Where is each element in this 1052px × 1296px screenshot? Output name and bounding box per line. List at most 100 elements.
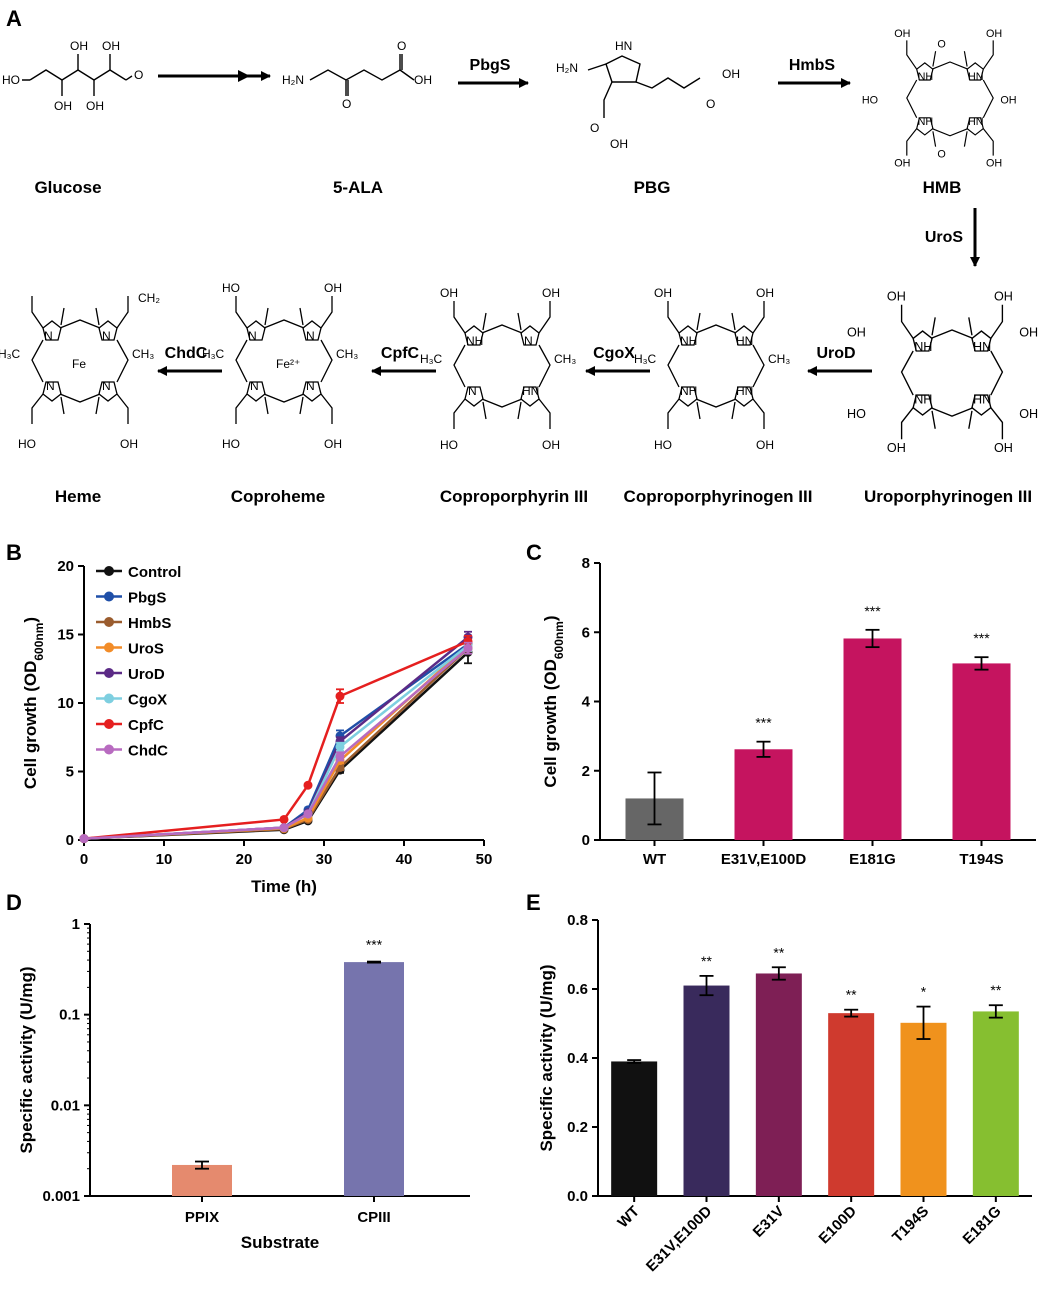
e-x-tick-label: E181G <box>960 1203 1005 1248</box>
cpgn-atom-oh-3: OH <box>756 438 774 452</box>
compound-pbg: PBG <box>634 178 671 197</box>
ala-atom-oh: OH <box>414 73 432 87</box>
c-errorbar <box>756 740 771 758</box>
c-significance: *** <box>973 630 990 646</box>
d-x-axis-title: Substrate <box>241 1233 319 1252</box>
d-bar <box>344 962 404 1196</box>
panel-d-plot: *** <box>172 937 404 1196</box>
c-bar <box>734 749 793 840</box>
c-y-tick-label: 6 <box>582 624 590 641</box>
ala-atom-h2n: H₂N <box>282 73 304 87</box>
b-point <box>279 823 289 833</box>
ala-atom-o-1: O <box>342 97 351 111</box>
pbg-atom-oh-1: OH <box>610 137 628 151</box>
b-legend-label: CpfC <box>128 717 164 734</box>
ch-atom-ch3-1: CH₃ <box>336 347 358 361</box>
uroporphyrinogen-structure: NH HN NH HN OH OH OH OH OH OH HO OH <box>847 290 1038 455</box>
hmb-atom-nh-2: NH <box>918 116 934 128</box>
glucose-atom-oh-1: OH <box>54 99 72 113</box>
b-legend-marker <box>104 719 114 729</box>
cpgn-atom-nh-2: NH <box>680 384 697 398</box>
panel-b-plot <box>79 630 473 844</box>
compound-hmb: HMB <box>923 178 962 197</box>
b-point <box>279 814 289 824</box>
b-x-tick-label: 50 <box>476 851 493 868</box>
heme-atom-fe: Fe <box>72 357 86 371</box>
ch-atom-n-4: N <box>306 379 315 393</box>
b-legend-label: Control <box>128 564 181 581</box>
heme-atom-n-4: N <box>102 379 111 393</box>
heme-atom-ch3-1: CH₃ <box>132 347 154 361</box>
cpgn-atom-ho-1: HO <box>654 438 672 452</box>
c-bar <box>952 663 1011 840</box>
d-errorbar <box>195 1160 209 1170</box>
ch-atom-oh-2: OH <box>324 437 342 451</box>
e-y-tick-label: 0.4 <box>567 1050 589 1067</box>
uro-atom-nh-1: NH <box>914 340 932 354</box>
cpgn-atom-nh-1: NH <box>680 334 697 348</box>
compound-5ala: 5-ALA <box>333 178 383 197</box>
e-errorbar <box>988 1004 1003 1019</box>
b-y-tick-label: 0 <box>66 832 74 849</box>
b-point <box>303 809 313 819</box>
e-errorbar <box>699 974 714 997</box>
enzyme-cpfc: CpfC <box>381 345 420 362</box>
hmb-atom-oh-5: OH <box>1000 94 1016 106</box>
uro-atom-oh-1: OH <box>887 290 906 304</box>
ala-atom-o-2: O <box>397 39 406 53</box>
e-errorbar <box>916 1005 931 1040</box>
panel-d: D 0.001 0.01 0.1 1 Specific activity (U/mg) S… <box>6 890 470 1252</box>
c-bar <box>843 638 902 840</box>
cp-atom-hn-1: HN <box>522 384 539 398</box>
panel-d-letter: D <box>6 890 22 915</box>
e-y-tick-label: 0.6 <box>567 981 588 998</box>
pbg-atom-o-1: O <box>590 121 599 135</box>
cp-atom-ch3-1: CH₃ <box>554 352 576 366</box>
d-significance: *** <box>366 937 383 953</box>
b-point <box>335 751 345 761</box>
ch-atom-ho-1: HO <box>222 281 240 295</box>
glucose-atom-oh-4: OH <box>102 39 120 53</box>
hmb-structure: NH HN NH HN OH OH OH OH HO OH O O <box>862 28 1017 170</box>
enzyme-urod: UroD <box>816 345 855 362</box>
c-x-tick-label: T194S <box>959 851 1003 868</box>
cpgn-atom-h3c-1: H₃C <box>634 352 657 366</box>
heme-atom-n-1: N <box>44 329 53 343</box>
e-x-tick-label: E100D <box>816 1203 861 1248</box>
uro-atom-ho-1: HO <box>847 407 866 421</box>
glucose-atom-o: O <box>134 68 143 82</box>
b-legend-label: HmbS <box>128 615 171 632</box>
panel-b: B 0 10 20 30 40 50 0 5 10 15 20 Time (h) Cell growth… <box>6 540 492 896</box>
compound-coproporphyrinogen: Coproporphyrinogen III <box>624 487 813 506</box>
c-y-tick-label: 4 <box>582 694 591 711</box>
multistep-arrow-double-head <box>238 70 250 82</box>
cp-atom-oh-2: OH <box>542 286 560 300</box>
b-legend-label: ChdC <box>128 743 168 760</box>
panel-c: C 0 2 4 6 8 Cell growth (OD600nm) WT E31V,E100D… <box>526 540 1036 868</box>
c-y-tick-label: 8 <box>582 555 590 572</box>
cp-atom-n-2: N <box>468 384 477 398</box>
e-bar <box>972 1011 1019 1196</box>
compound-glucose: Glucose <box>34 178 101 197</box>
pbg-atom-o-2: O <box>706 97 715 111</box>
cpgn-atom-hn-1: HN <box>736 334 753 348</box>
d-y-tick-label: 0.001 <box>42 1188 80 1205</box>
e-x-tick-label: WT <box>614 1203 643 1232</box>
b-x-axis-title: Time (h) <box>251 877 317 896</box>
b-x-tick-label: 30 <box>316 851 333 868</box>
hmb-atom-nh-1: NH <box>918 71 934 83</box>
pbg-structure: HN H₂N O OH OH O <box>556 39 740 151</box>
uro-atom-hn-2: HN <box>973 393 991 407</box>
panel-d-axes: 0.001 0.01 0.1 1 Specific activity (U/mg) Sub… <box>17 916 470 1252</box>
e-errorbar <box>771 966 786 981</box>
compound-uroporphyrinogen: Uroporphyrinogen III <box>864 487 1032 506</box>
b-legend-marker <box>104 744 114 755</box>
cpgn-atom-oh-1: OH <box>654 286 672 300</box>
b-x-tick-label: 20 <box>236 851 253 868</box>
cpgn-atom-oh-2: OH <box>756 286 774 300</box>
b-point <box>79 834 89 844</box>
e-x-tick-label: T194S <box>889 1203 932 1246</box>
e-y-tick-label: 0.0 <box>567 1188 588 1205</box>
pbg-atom-h2n: H₂N <box>556 61 578 75</box>
